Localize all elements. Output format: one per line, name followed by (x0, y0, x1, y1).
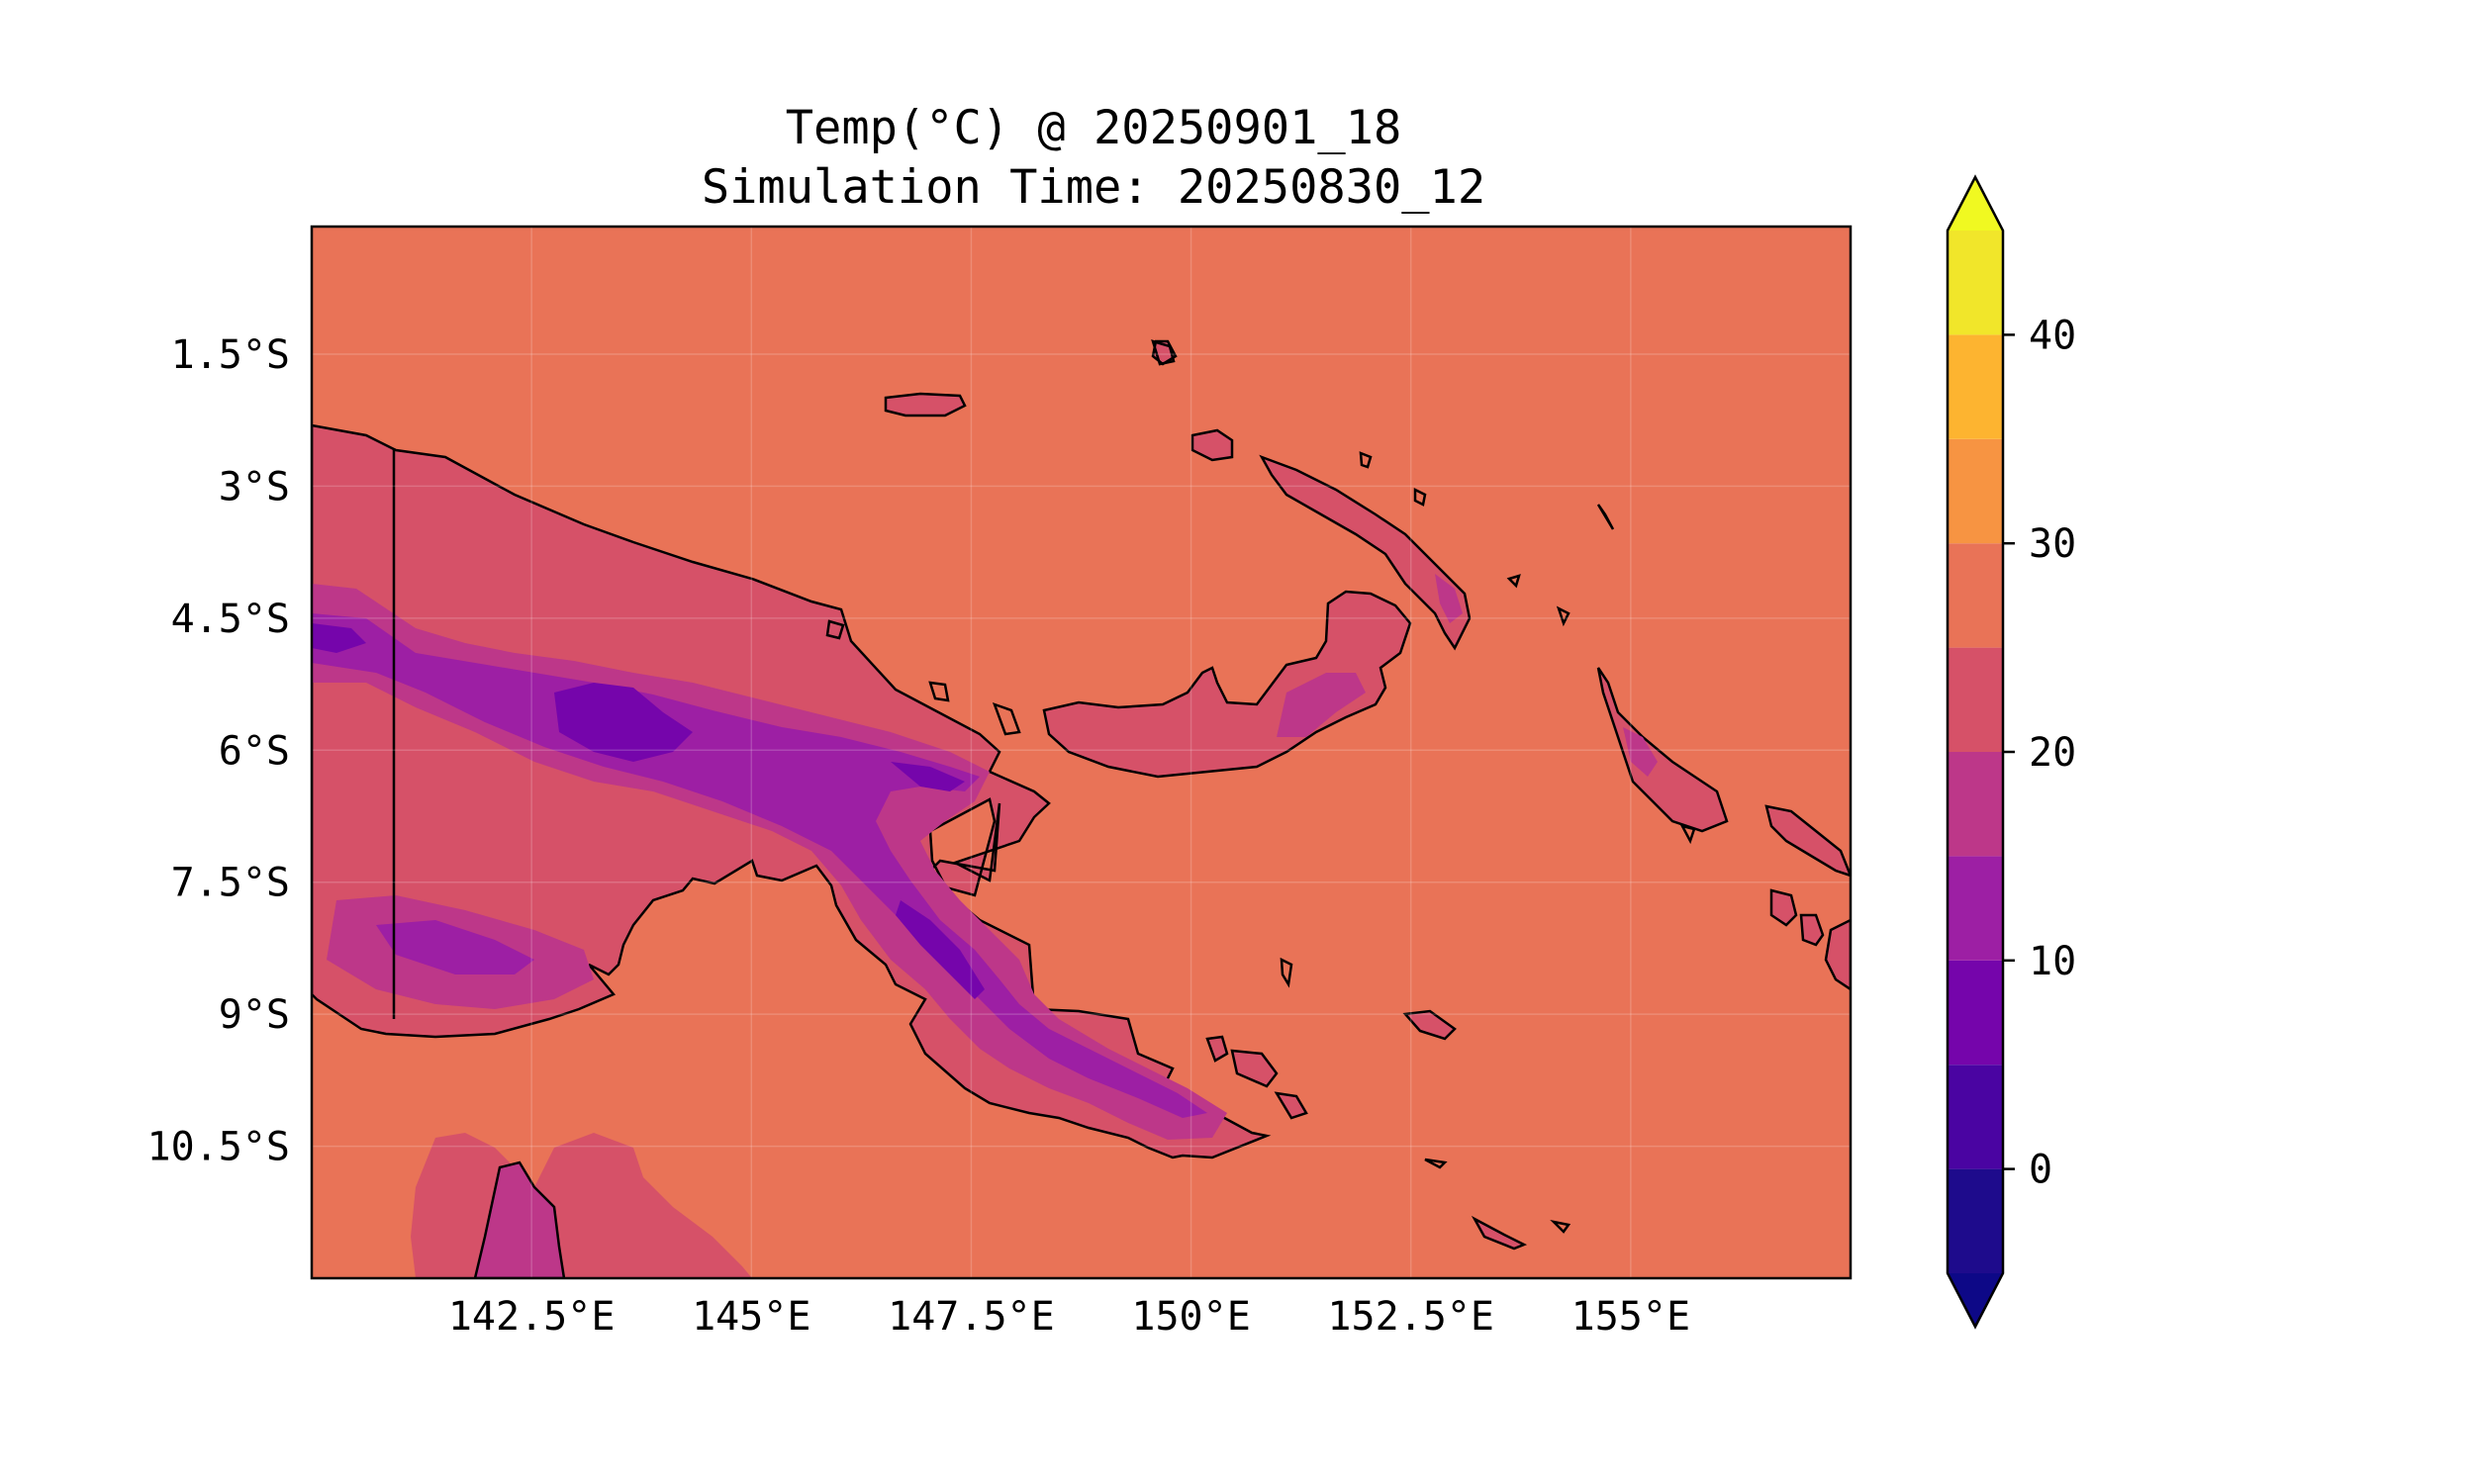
lon-tick-label: 150°E (1131, 1294, 1250, 1340)
colorbar-level-6 (1948, 543, 2003, 648)
islet-6 (1413, 487, 1427, 507)
land-rossel (1471, 1215, 1528, 1251)
colorbar-level-0 (1948, 1168, 2003, 1273)
colorbar-tick-label: 20 (2029, 730, 2076, 776)
lon-tick-label: 147.5°E (888, 1294, 1055, 1340)
highland-10-15 (312, 613, 1207, 1118)
new-ireland-15-20 (1435, 574, 1463, 623)
land-new-britain (1042, 590, 1412, 779)
land-new-ireland (1259, 454, 1472, 651)
land-choiseul (1764, 804, 1851, 878)
lat-tick-label: 10.5°S (147, 1125, 291, 1170)
land-new-georgia (1769, 888, 1798, 927)
land-island-a (1190, 428, 1234, 462)
lat-tick-label: 1.5°S (171, 332, 290, 378)
peak-5-10-central (554, 683, 693, 762)
islet-5 (1359, 451, 1373, 469)
colorbar-level-9 (1948, 231, 2003, 335)
land-dentrecasteaux-2 (1230, 1049, 1279, 1088)
peak-5-10-west (312, 623, 366, 653)
peak-5-10-ridge (896, 900, 985, 999)
map-title: Temp(°C) @ 20250901_18 Simulation Time: … (0, 99, 2187, 218)
lon-tick-label: 152.5°E (1327, 1294, 1494, 1340)
south-lowland-10-15 (376, 920, 534, 974)
colorbar-tick-label: 0 (2029, 1148, 2052, 1193)
title-line-1: Temp(°C) @ 20250901_18 (785, 101, 1402, 155)
islet-9 (1424, 1158, 1448, 1169)
colorbar-extend-min (1948, 1273, 2003, 1327)
new-britain-15-20 (1277, 673, 1366, 737)
land-cape-york-15-20 (473, 1160, 566, 1278)
longitude-axis: 142.5°E 145°E 147.5°E 150°E 152.5°E 155°E (448, 1294, 1690, 1340)
islet-13 (1506, 574, 1521, 589)
colorbar[interactable]: 0 10 20 30 40 (1946, 174, 2076, 1330)
land-bougainville (1596, 667, 1729, 833)
lat-tick-label: 9°S (219, 992, 290, 1038)
colorbar-extend-max (1948, 177, 2003, 231)
lat-tick-label: 6°S (219, 728, 290, 774)
land-dentrecasteaux-1 (1205, 1035, 1229, 1063)
map-frame (310, 225, 1853, 1280)
islet-8 (1280, 957, 1293, 988)
peak-5-10-east (891, 762, 965, 791)
gridlines (312, 227, 1851, 1278)
colorbar-tick-label: 40 (2029, 313, 2076, 358)
colorbar-level-4 (1948, 752, 2003, 857)
colorbar-level-3 (1948, 856, 2003, 961)
land-manus (884, 392, 967, 417)
land-woodlark (1402, 1009, 1457, 1041)
islet-4 (992, 701, 1021, 736)
lon-tick-label: 155°E (1571, 1294, 1690, 1340)
land-isabel (1799, 913, 1825, 947)
title-line-2: Simulation Time: 20250830_12 (701, 160, 1486, 215)
colorbar-tick-label: 30 (2029, 521, 2076, 567)
small-islands (825, 339, 1696, 1234)
islet-11 (1556, 605, 1570, 627)
lat-tick-label: 4.5°S (171, 597, 290, 642)
latitude-axis: 1.5°S 3°S 4.5°S 6°S 7.5°S 9°S 10.5°S (147, 332, 291, 1170)
islet-3 (928, 681, 950, 702)
lon-tick-label: 145°E (692, 1294, 810, 1340)
lon-tick-label: 142.5°E (448, 1294, 616, 1340)
map-panel[interactable] (310, 225, 1853, 1280)
land-dentrecasteaux-3 (1274, 1091, 1308, 1120)
lat-tick-label: 7.5°S (171, 861, 290, 906)
islet-7 (1596, 504, 1615, 530)
islet-12 (1679, 824, 1696, 845)
islet-1 (1151, 339, 1176, 366)
land-east-edge (1824, 918, 1851, 991)
lat-tick-label: 3°S (219, 464, 290, 510)
islet-10 (1550, 1219, 1571, 1234)
colorbar-level-5 (1948, 647, 2003, 752)
colorbar-level-7 (1948, 438, 2003, 544)
colorbar-level-2 (1948, 960, 2003, 1066)
colorbar-outline (1946, 174, 2005, 1330)
islet-2 (825, 619, 845, 640)
colorbar-tick-label: 10 (2029, 939, 2076, 984)
colorbar-level-8 (1948, 334, 2003, 439)
bougainville-15-20 (1623, 727, 1658, 777)
colorbar-level-1 (1948, 1065, 2003, 1169)
